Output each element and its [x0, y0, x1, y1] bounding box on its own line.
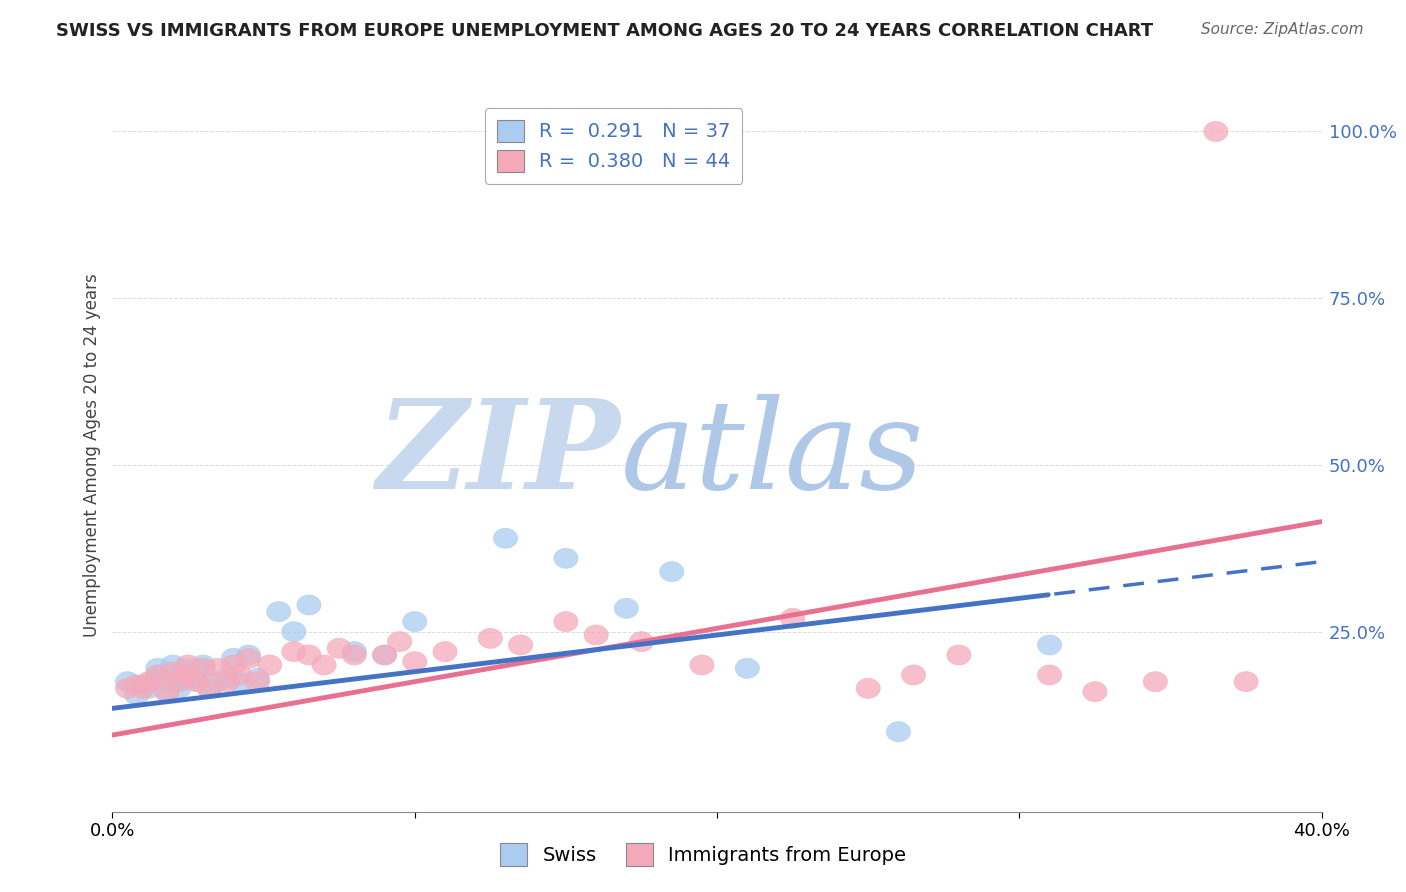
Ellipse shape — [554, 549, 578, 568]
Ellipse shape — [131, 678, 155, 698]
Ellipse shape — [155, 681, 179, 702]
Ellipse shape — [176, 655, 200, 675]
Ellipse shape — [297, 645, 321, 665]
Ellipse shape — [373, 645, 396, 665]
Ellipse shape — [136, 672, 160, 691]
Ellipse shape — [207, 672, 231, 691]
Ellipse shape — [207, 658, 231, 678]
Ellipse shape — [236, 645, 260, 665]
Ellipse shape — [402, 612, 427, 632]
Ellipse shape — [342, 645, 367, 665]
Ellipse shape — [221, 648, 246, 668]
Ellipse shape — [125, 685, 149, 705]
Legend: Swiss, Immigrants from Europe: Swiss, Immigrants from Europe — [492, 835, 914, 873]
Ellipse shape — [373, 645, 396, 665]
Ellipse shape — [690, 655, 714, 675]
Ellipse shape — [388, 632, 412, 652]
Legend: R =  0.291   N = 37, R =  0.380   N = 44: R = 0.291 N = 37, R = 0.380 N = 44 — [485, 108, 742, 184]
Ellipse shape — [659, 562, 683, 582]
Ellipse shape — [1083, 681, 1107, 702]
Y-axis label: Unemployment Among Ages 20 to 24 years: Unemployment Among Ages 20 to 24 years — [83, 273, 101, 637]
Ellipse shape — [173, 658, 197, 678]
Ellipse shape — [312, 655, 336, 675]
Ellipse shape — [115, 678, 139, 698]
Ellipse shape — [167, 678, 191, 698]
Ellipse shape — [160, 665, 186, 685]
Ellipse shape — [115, 672, 139, 691]
Ellipse shape — [191, 658, 215, 678]
Ellipse shape — [297, 595, 321, 615]
Ellipse shape — [630, 632, 654, 652]
Ellipse shape — [246, 672, 270, 691]
Text: ZIP: ZIP — [377, 394, 620, 516]
Ellipse shape — [735, 658, 759, 678]
Text: SWISS VS IMMIGRANTS FROM EUROPE UNEMPLOYMENT AMONG AGES 20 TO 24 YEARS CORRELATI: SWISS VS IMMIGRANTS FROM EUROPE UNEMPLOY… — [56, 22, 1153, 40]
Ellipse shape — [1234, 672, 1258, 691]
Ellipse shape — [221, 655, 246, 675]
Ellipse shape — [433, 641, 457, 662]
Ellipse shape — [176, 665, 200, 685]
Ellipse shape — [257, 655, 281, 675]
Ellipse shape — [136, 678, 160, 698]
Ellipse shape — [167, 672, 191, 691]
Ellipse shape — [228, 672, 252, 691]
Text: atlas: atlas — [620, 394, 924, 516]
Ellipse shape — [509, 635, 533, 655]
Ellipse shape — [886, 722, 911, 741]
Ellipse shape — [131, 675, 155, 695]
Ellipse shape — [197, 678, 221, 698]
Ellipse shape — [1038, 665, 1062, 685]
Ellipse shape — [146, 665, 170, 685]
Ellipse shape — [478, 628, 502, 648]
Ellipse shape — [125, 675, 149, 695]
Ellipse shape — [328, 639, 352, 658]
Ellipse shape — [1204, 121, 1227, 142]
Ellipse shape — [494, 528, 517, 549]
Ellipse shape — [281, 622, 307, 641]
Ellipse shape — [267, 601, 291, 622]
Ellipse shape — [160, 662, 186, 681]
Ellipse shape — [155, 672, 179, 691]
Ellipse shape — [146, 658, 170, 678]
Ellipse shape — [215, 668, 239, 689]
Ellipse shape — [215, 672, 239, 691]
Ellipse shape — [146, 665, 170, 685]
Ellipse shape — [155, 681, 179, 702]
Ellipse shape — [281, 641, 307, 662]
Ellipse shape — [856, 678, 880, 698]
Ellipse shape — [186, 672, 209, 691]
Ellipse shape — [246, 668, 270, 689]
Ellipse shape — [197, 678, 221, 698]
Text: Source: ZipAtlas.com: Source: ZipAtlas.com — [1201, 22, 1364, 37]
Ellipse shape — [160, 655, 186, 675]
Ellipse shape — [167, 672, 191, 691]
Ellipse shape — [186, 658, 209, 678]
Ellipse shape — [176, 668, 200, 689]
Ellipse shape — [583, 625, 609, 645]
Ellipse shape — [1143, 672, 1167, 691]
Ellipse shape — [614, 599, 638, 618]
Ellipse shape — [236, 648, 260, 668]
Ellipse shape — [186, 672, 209, 691]
Ellipse shape — [946, 645, 972, 665]
Ellipse shape — [554, 612, 578, 632]
Ellipse shape — [1038, 635, 1062, 655]
Ellipse shape — [402, 652, 427, 672]
Ellipse shape — [228, 665, 252, 685]
Ellipse shape — [901, 665, 925, 685]
Ellipse shape — [191, 655, 215, 675]
Ellipse shape — [342, 641, 367, 662]
Ellipse shape — [780, 608, 804, 628]
